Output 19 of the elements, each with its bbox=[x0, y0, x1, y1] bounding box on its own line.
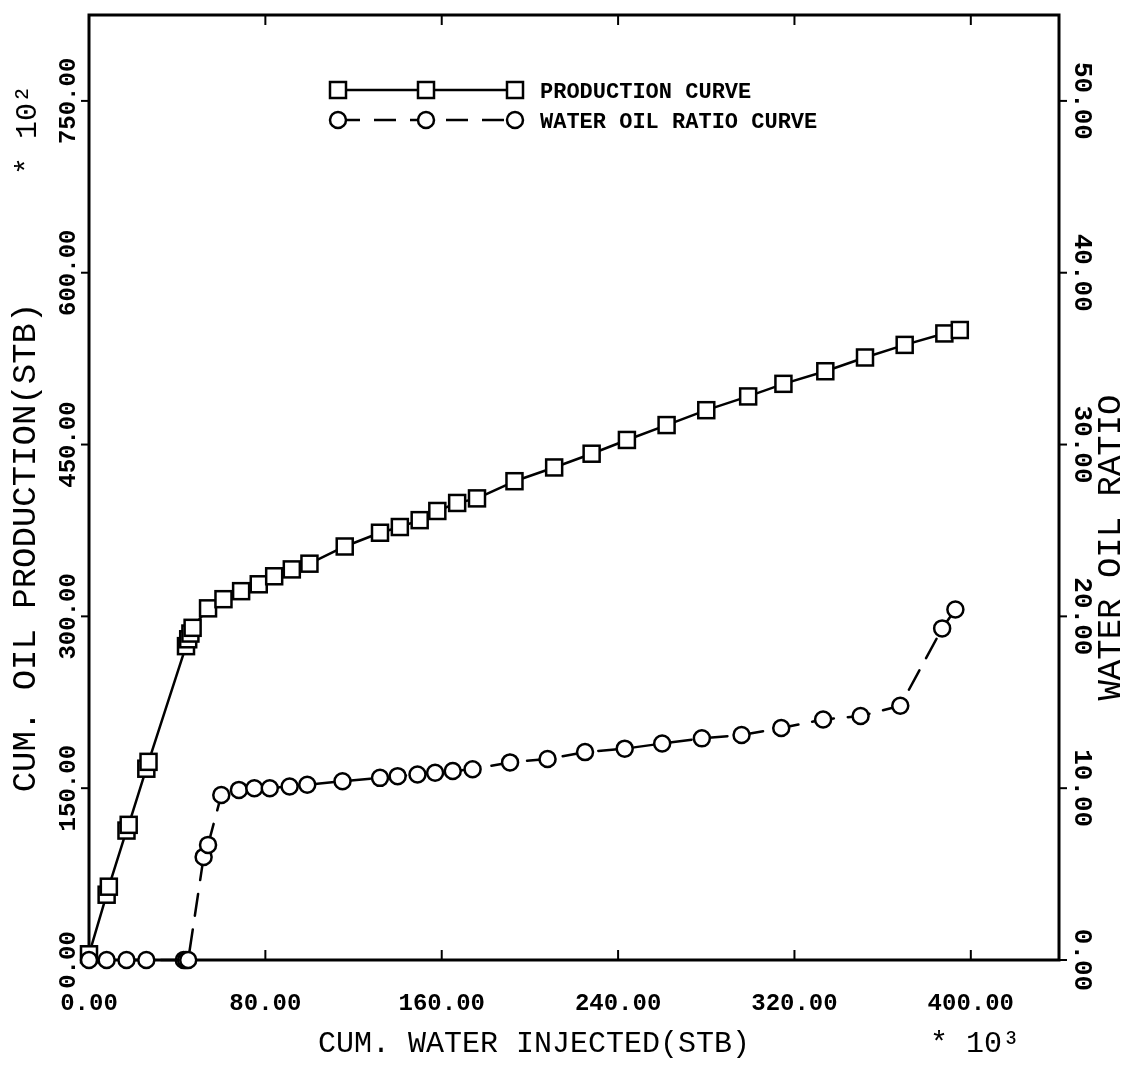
legend-label: PRODUCTION CURVE bbox=[540, 80, 752, 105]
y-axis-title: CUM. OIL PRODUCTION(STB) bbox=[7, 302, 45, 793]
x-tick-label: 400.00 bbox=[927, 990, 1015, 1017]
y-tick-label: 600.00 bbox=[55, 229, 82, 316]
y2-tick-label: 50.00 bbox=[1067, 61, 1097, 140]
y-tick-label: 450.00 bbox=[55, 401, 82, 488]
text: * 10² bbox=[11, 84, 45, 176]
y-tick-label: 150.00 bbox=[55, 744, 82, 832]
x-axis-title: CUM. WATER INJECTED(STB) bbox=[317, 1027, 751, 1061]
x-tick-label: 80.00 bbox=[229, 990, 302, 1017]
y-tick-label: 750.00 bbox=[55, 57, 82, 145]
y2-tick-label: 10.00 bbox=[1067, 749, 1097, 828]
x-tick-label: 240.00 bbox=[574, 990, 662, 1017]
y2-tick-label: 40.00 bbox=[1067, 233, 1097, 312]
legend-label: WATER OIL RATIO CURVE bbox=[540, 110, 818, 135]
x-tick-label: 320.00 bbox=[751, 990, 838, 1017]
x-tick-label: 160.00 bbox=[398, 990, 485, 1017]
text: * 10³ bbox=[929, 1027, 1021, 1061]
y-tick-label: 300.00 bbox=[55, 573, 82, 660]
